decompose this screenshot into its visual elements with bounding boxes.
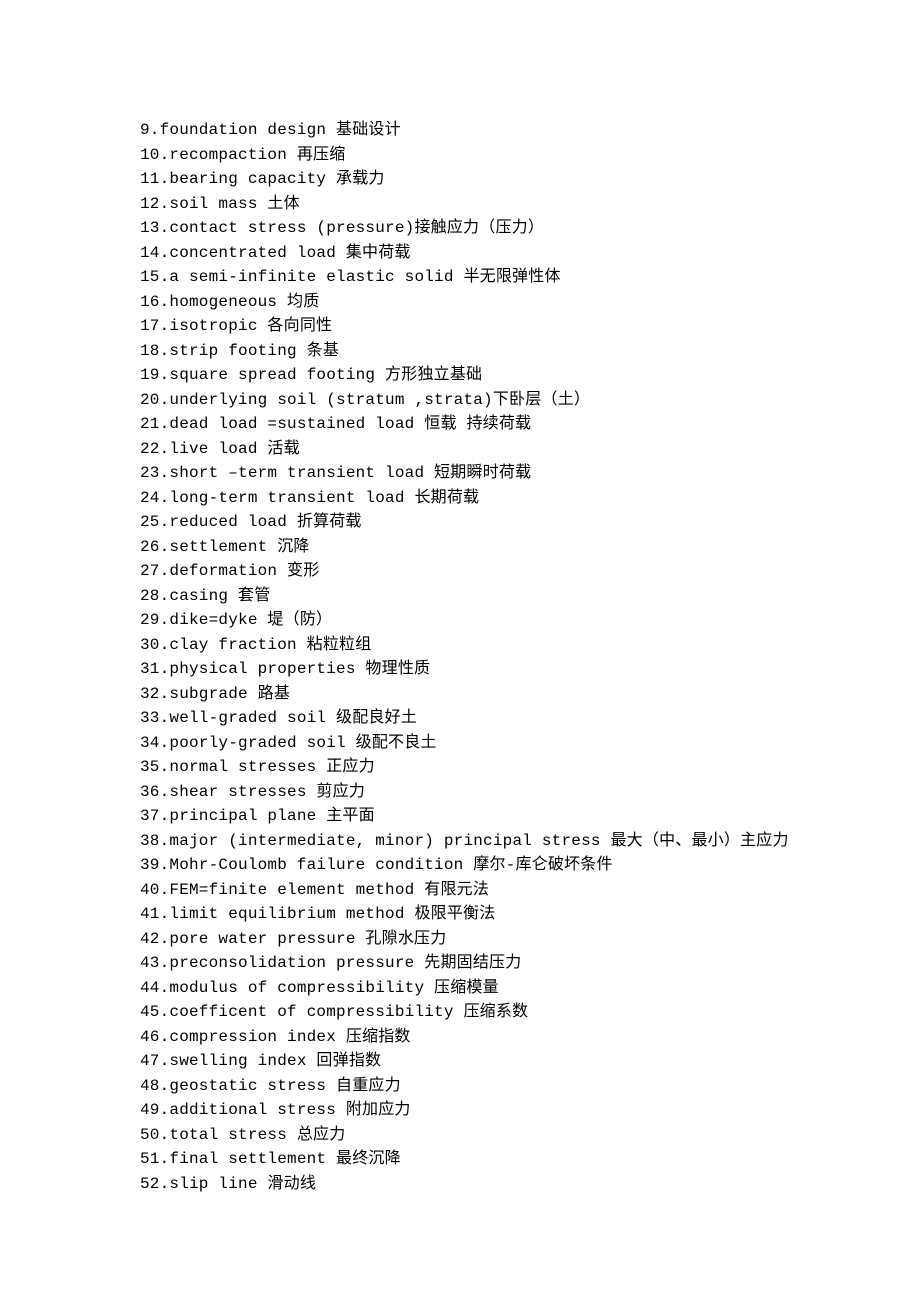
list-item: 20.underlying soil (stratum ,strata)下卧层（… bbox=[140, 388, 860, 413]
list-item: 22.live load 活载 bbox=[140, 437, 860, 462]
vocabulary-list: 9.foundation design 基础设计10.recompaction … bbox=[140, 118, 860, 1196]
list-item: 32.subgrade 路基 bbox=[140, 682, 860, 707]
list-item: 23.short –term transient load 短期瞬时荷载 bbox=[140, 461, 860, 486]
list-item: 9.foundation design 基础设计 bbox=[140, 118, 860, 143]
list-item: 36.shear stresses 剪应力 bbox=[140, 780, 860, 805]
list-item: 10.recompaction 再压缩 bbox=[140, 143, 860, 168]
list-item: 44.modulus of compressibility 压缩模量 bbox=[140, 976, 860, 1001]
list-item: 21.dead load =sustained load 恒载 持续荷载 bbox=[140, 412, 860, 437]
list-item: 16.homogeneous 均质 bbox=[140, 290, 860, 315]
list-item: 17.isotropic 各向同性 bbox=[140, 314, 860, 339]
list-item: 37.principal plane 主平面 bbox=[140, 804, 860, 829]
list-item: 33.well-graded soil 级配良好土 bbox=[140, 706, 860, 731]
list-item: 30.clay fraction 粘粒粒组 bbox=[140, 633, 860, 658]
document-content: 9.foundation design 基础设计10.recompaction … bbox=[0, 0, 920, 1196]
list-item: 49.additional stress 附加应力 bbox=[140, 1098, 860, 1123]
list-item: 28.casing 套管 bbox=[140, 584, 860, 609]
list-item: 43.preconsolidation pressure 先期固结压力 bbox=[140, 951, 860, 976]
list-item: 24.long-term transient load 长期荷载 bbox=[140, 486, 860, 511]
list-item: 39.Mohr-Coulomb failure condition 摩尔-库仑破… bbox=[140, 853, 860, 878]
list-item: 38.major (intermediate, minor) principal… bbox=[140, 829, 860, 854]
list-item: 14.concentrated load 集中荷载 bbox=[140, 241, 860, 266]
list-item: 29.dike=dyke 堤（防） bbox=[140, 608, 860, 633]
list-item: 48.geostatic stress 自重应力 bbox=[140, 1074, 860, 1099]
list-item: 19.square spread footing 方形独立基础 bbox=[140, 363, 860, 388]
list-item: 46.compression index 压缩指数 bbox=[140, 1025, 860, 1050]
list-item: 25.reduced load 折算荷载 bbox=[140, 510, 860, 535]
list-item: 15.a semi-infinite elastic solid 半无限弹性体 bbox=[140, 265, 860, 290]
list-item: 35.normal stresses 正应力 bbox=[140, 755, 860, 780]
list-item: 26.settlement 沉降 bbox=[140, 535, 860, 560]
list-item: 18.strip footing 条基 bbox=[140, 339, 860, 364]
list-item: 34.poorly-graded soil 级配不良土 bbox=[140, 731, 860, 756]
list-item: 50.total stress 总应力 bbox=[140, 1123, 860, 1148]
list-item: 51.final settlement 最终沉降 bbox=[140, 1147, 860, 1172]
list-item: 27.deformation 变形 bbox=[140, 559, 860, 584]
list-item: 45.coefficent of compressibility 压缩系数 bbox=[140, 1000, 860, 1025]
list-item: 52.slip line 滑动线 bbox=[140, 1172, 860, 1197]
list-item: 31.physical properties 物理性质 bbox=[140, 657, 860, 682]
list-item: 47.swelling index 回弹指数 bbox=[140, 1049, 860, 1074]
list-item: 42.pore water pressure 孔隙水压力 bbox=[140, 927, 860, 952]
list-item: 12.soil mass 土体 bbox=[140, 192, 860, 217]
list-item: 13.contact stress (pressure)接触应力（压力） bbox=[140, 216, 860, 241]
list-item: 11.bearing capacity 承载力 bbox=[140, 167, 860, 192]
list-item: 40.FEM=finite element method 有限元法 bbox=[140, 878, 860, 903]
list-item: 41.limit equilibrium method 极限平衡法 bbox=[140, 902, 860, 927]
